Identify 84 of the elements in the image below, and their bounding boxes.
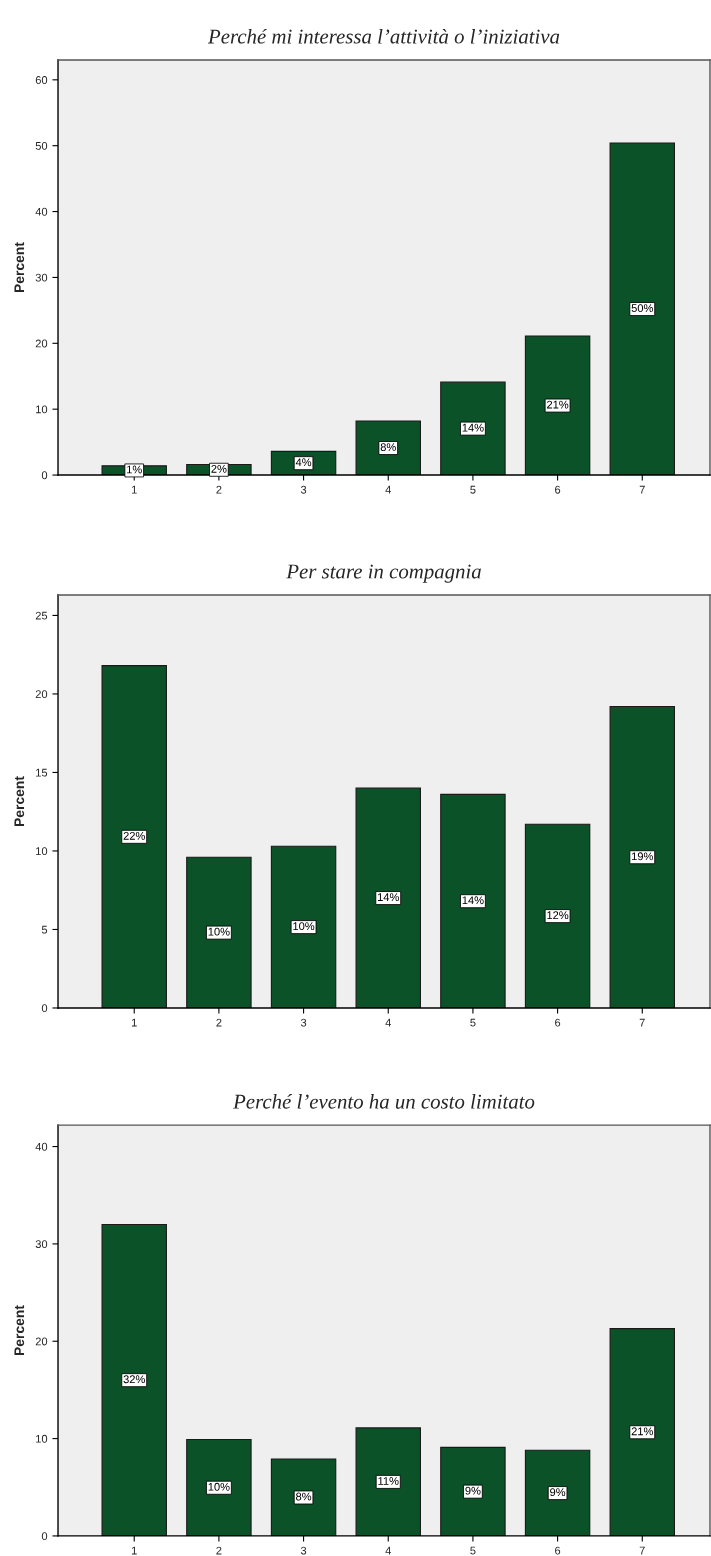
y-axis-title: Percent [14,776,25,827]
bar [609,705,675,1008]
bar [524,1449,591,1536]
x-tick-label: 7 [639,1018,645,1027]
data-label: 2% [211,464,227,473]
data-label: 22% [123,831,145,840]
y-tick-label: 0 [41,1004,48,1013]
x-tick-label: 5 [470,1018,476,1027]
bar [355,1427,421,1536]
bar [186,1439,252,1536]
x-tick-label: 2 [216,485,222,494]
y-axis-title: Percent [14,1305,25,1356]
x-tick-label: 7 [639,1546,645,1555]
data-label: 19% [631,852,653,861]
x-tick-label: 4 [385,1018,392,1027]
bar [609,142,675,476]
x-tick-label: 6 [555,485,561,494]
x-tick-label: 6 [555,1018,561,1027]
y-tick-label: 0 [41,1532,48,1541]
data-label: 14% [462,896,484,905]
y-tick-label: 10 [36,405,48,414]
y-tick-label: 50 [35,141,48,150]
chart-title: Per stare in compagnia [286,564,481,583]
data-label: 32% [123,1375,145,1384]
x-tick-label: 1 [131,1546,137,1555]
bar [440,793,506,1008]
x-tick-label: 2 [216,1546,222,1555]
y-tick-label: 20 [35,1337,48,1346]
data-label: 14% [377,893,399,901]
y-tick-label: 10 [36,847,48,856]
x-tick-label: 3 [300,1018,307,1027]
data-label: 8% [380,443,396,452]
y-tick-label: 60 [35,76,48,84]
bar [609,1328,675,1536]
data-label: 9% [465,1486,481,1495]
x-tick-label: 4 [385,1546,392,1555]
x-tick-label: 7 [639,485,645,494]
chart-title: Perché l’evento ha un costo limitato [233,1094,535,1109]
bar [355,787,421,1008]
bar [355,420,421,476]
data-label: 14% [462,423,484,432]
x-tick-label: 6 [555,1546,561,1555]
data-label: 10% [208,927,230,936]
bar [524,335,591,476]
x-tick-label: 3 [300,1546,307,1555]
y-axis-title: Percent [14,242,25,293]
x-tick-label: 1 [131,485,137,494]
bar [440,1446,506,1536]
y-tick-label: 25 [35,611,48,620]
bar [270,1458,337,1536]
x-tick-label: 2 [216,1018,222,1027]
data-label: 9% [550,1488,566,1497]
bar [524,823,591,1008]
data-label: 12% [547,911,569,920]
bar [440,381,506,476]
x-tick-label: 4 [385,485,392,494]
y-tick-label: 40 [35,207,48,216]
data-label: 11% [378,1477,399,1485]
x-tick-label: 5 [470,1546,476,1555]
y-tick-label: 30 [35,273,48,282]
bar [186,856,252,1008]
x-tick-label: 3 [300,485,307,494]
x-tick-label: 1 [131,1018,137,1027]
bar [101,1223,167,1536]
y-tick-label: 10 [36,1434,48,1443]
chart-title: Perché mi interessa l’attività o l’iniziativa [207,28,560,44]
bar [101,665,167,1008]
data-label: 8% [296,1492,312,1501]
data-label: 21% [547,400,569,409]
y-tick-label: 30 [35,1240,48,1249]
y-tick-label: 40 [35,1142,48,1151]
y-tick-label: 0 [41,471,48,480]
data-label: 50% [631,304,653,313]
y-tick-label: 15 [36,768,48,777]
y-tick-label: 20 [35,339,48,348]
data-label: 1% [127,465,142,474]
data-label: 21% [631,1427,653,1436]
data-label: 10% [293,922,315,931]
data-label: 4% [295,458,312,467]
bar [270,845,337,1008]
data-label: 10% [208,1482,230,1491]
x-tick-label: 5 [470,485,476,494]
y-tick-label: 5 [41,925,48,934]
y-tick-label: 20 [35,690,48,699]
